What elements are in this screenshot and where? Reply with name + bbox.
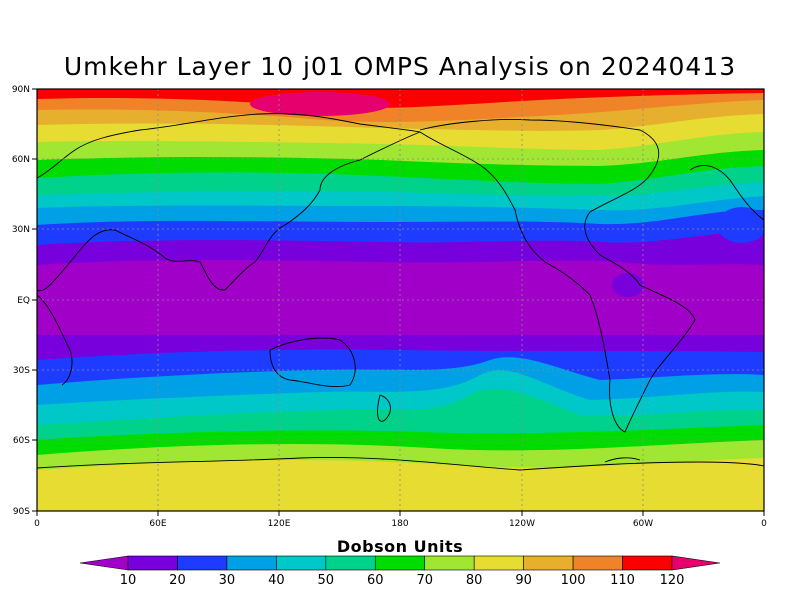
colorbar-label: 100 bbox=[561, 573, 586, 588]
colorbar-segment bbox=[424, 555, 475, 571]
colorbar-label: 10 bbox=[120, 573, 137, 588]
colorbar-segment bbox=[177, 555, 228, 571]
colorbar-segment bbox=[226, 555, 277, 571]
colorbar-label: 90 bbox=[515, 573, 532, 588]
x-label-120e: 120E bbox=[268, 519, 291, 529]
colorbar-segment bbox=[622, 555, 673, 571]
colorbar-segment bbox=[325, 555, 376, 571]
feature-americas-low bbox=[612, 273, 644, 297]
feature-atlantic-low bbox=[717, 207, 764, 243]
colorbar-segment bbox=[473, 555, 524, 571]
y-label-30s: 30S bbox=[13, 366, 30, 376]
colorbar-label: 120 bbox=[660, 573, 685, 588]
graticule bbox=[37, 89, 764, 511]
colorbar-segment bbox=[374, 555, 426, 571]
colorbar-arrow-low bbox=[79, 555, 129, 571]
colorbar-segment bbox=[572, 555, 623, 571]
chart-title: Umkehr Layer 10 j01 OMPS Analysis on 202… bbox=[63, 52, 737, 81]
band-max-north bbox=[250, 92, 390, 116]
x-label-120w: 120W bbox=[509, 519, 535, 529]
x-label-60w: 60W bbox=[633, 519, 653, 529]
x-label-60e: 60E bbox=[149, 519, 166, 529]
y-label-90s: 90S bbox=[13, 507, 30, 517]
colorbar-label: 80 bbox=[466, 573, 483, 588]
band-120-north bbox=[37, 89, 764, 109]
y-label-60s: 60S bbox=[13, 436, 30, 446]
colorbar-label: 20 bbox=[169, 573, 186, 588]
colorbar-label: 40 bbox=[268, 573, 285, 588]
ozone-field bbox=[37, 89, 764, 511]
colorbar-label: 60 bbox=[367, 573, 384, 588]
y-label-eq: EQ bbox=[17, 296, 30, 306]
x-label-0-end: 0 bbox=[761, 519, 767, 529]
x-axis-labels: 0 60E 120E 180 120W 60W 0 bbox=[34, 519, 767, 529]
y-label-60n: 60N bbox=[12, 155, 30, 165]
y-label-90n: 90N bbox=[12, 85, 30, 95]
coastlines bbox=[37, 113, 764, 471]
colorbar-segment bbox=[523, 555, 574, 571]
colorbar-label: 30 bbox=[219, 573, 236, 588]
tick-marks bbox=[32, 88, 765, 516]
colorbar-label: 70 bbox=[416, 573, 433, 588]
colorbar-segment bbox=[276, 555, 327, 571]
colorbar-label: 110 bbox=[610, 573, 635, 588]
y-label-30n: 30N bbox=[12, 225, 30, 235]
x-label-0: 0 bbox=[34, 519, 40, 529]
colorbar-title: Dobson Units bbox=[336, 537, 464, 556]
colorbar-arrow-high bbox=[671, 555, 721, 571]
colorbar-segment bbox=[127, 555, 178, 571]
y-axis-labels: 90N 60N 30N EQ 30S 60S 90S bbox=[12, 85, 30, 517]
colorbar-label: 50 bbox=[318, 573, 335, 588]
x-label-180: 180 bbox=[391, 519, 408, 529]
colorbar: 10 20 30 40 50 60 70 80 90 100 110 120 bbox=[79, 555, 721, 588]
